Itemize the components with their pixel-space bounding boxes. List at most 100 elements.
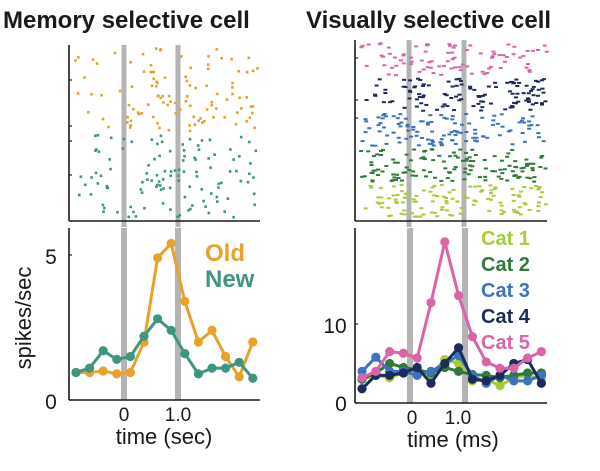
spike-mark	[492, 155, 497, 158]
spike-mark	[458, 212, 463, 215]
memory-ytick-label-5: 5	[45, 246, 57, 269]
spike-mark	[450, 115, 455, 118]
spike-mark	[162, 187, 165, 190]
spike-mark	[367, 127, 372, 130]
spike-mark	[412, 215, 417, 218]
spike-mark	[481, 135, 486, 138]
spike-mark	[518, 213, 523, 216]
spike-mark	[506, 43, 511, 46]
spike-mark	[377, 43, 382, 46]
spike-mark	[482, 93, 487, 96]
spike-mark	[480, 70, 485, 73]
spike-mark	[480, 116, 485, 119]
spike-mark	[195, 170, 198, 174]
spike-mark	[452, 168, 457, 171]
spike-mark	[362, 175, 367, 178]
spike-mark	[394, 64, 399, 67]
spike-mark	[526, 92, 531, 95]
spike-mark	[378, 186, 383, 189]
spike-mark	[510, 170, 515, 173]
psth-event-line	[121, 228, 127, 400]
spike-mark	[495, 122, 500, 125]
spike-mark	[510, 106, 515, 109]
spike-mark	[245, 70, 249, 74]
spike-mark	[256, 67, 259, 70]
spike-mark	[364, 120, 369, 123]
spike-mark	[510, 105, 515, 108]
spike-mark	[379, 153, 384, 156]
legend-cat-4: Cat 4	[481, 306, 531, 328]
spike-mark	[453, 133, 458, 136]
spike-mark	[158, 126, 161, 130]
spike-mark	[462, 178, 467, 181]
spike-mark	[477, 185, 482, 188]
spike-mark	[399, 179, 404, 182]
spike-mark	[411, 128, 416, 131]
spike-mark	[536, 88, 541, 91]
spike-mark	[155, 185, 158, 188]
spike-mark	[409, 56, 414, 59]
spike-mark	[407, 97, 412, 100]
spike-mark	[465, 196, 470, 199]
spike-mark	[118, 89, 122, 93]
spike-mark	[530, 169, 535, 172]
spike-mark	[523, 203, 528, 206]
spike-mark	[94, 134, 97, 138]
spike-mark	[444, 117, 449, 120]
spike-mark	[404, 153, 409, 156]
spike-mark	[431, 159, 436, 162]
data-point	[412, 370, 422, 380]
spike-mark	[536, 136, 541, 139]
spike-mark	[203, 119, 206, 123]
spike-mark	[376, 196, 381, 199]
spike-mark	[240, 107, 243, 110]
spike-mark	[536, 48, 541, 51]
spike-mark	[163, 76, 167, 80]
data-point	[371, 352, 381, 362]
spike-mark	[399, 121, 404, 124]
spike-mark	[488, 184, 493, 187]
spike-mark	[455, 131, 460, 134]
spike-mark	[381, 55, 386, 58]
spike-mark	[141, 52, 145, 56]
spike-mark	[450, 139, 455, 142]
spike-mark	[514, 78, 519, 81]
spike-mark	[454, 95, 459, 98]
spike-mark	[251, 69, 255, 73]
spike-mark	[154, 47, 158, 50]
spike-mark	[370, 179, 375, 182]
spike-mark	[419, 120, 424, 123]
spike-mark	[126, 115, 129, 119]
spike-mark	[394, 74, 399, 77]
data-point	[412, 362, 422, 373]
spike-mark	[421, 189, 426, 192]
spike-mark	[500, 125, 505, 128]
spike-mark	[499, 209, 504, 212]
spike-mark	[525, 63, 530, 66]
spike-mark	[429, 120, 434, 123]
spike-mark	[97, 150, 101, 154]
spike-mark	[186, 95, 189, 98]
spike-mark	[429, 211, 434, 214]
spike-mark	[217, 186, 220, 189]
spike-mark	[156, 121, 159, 125]
spike-mark	[465, 65, 470, 68]
spike-mark	[390, 100, 395, 103]
spike-mark	[381, 114, 386, 117]
spike-mark	[142, 70, 146, 74]
spike-mark	[482, 72, 487, 75]
spike-mark	[147, 164, 150, 167]
spike-mark	[463, 167, 468, 170]
spike-mark	[508, 90, 513, 93]
spike-mark	[489, 192, 494, 195]
spike-mark	[492, 114, 497, 117]
spike-mark	[528, 108, 533, 111]
spike-mark	[448, 155, 453, 158]
spike-mark	[152, 77, 156, 81]
series-cat-5	[357, 237, 547, 383]
spike-mark	[428, 66, 433, 69]
spike-mark	[90, 176, 93, 179]
spike-mark	[536, 209, 541, 212]
spike-mark	[449, 131, 454, 134]
legend-old: Old	[205, 240, 245, 267]
